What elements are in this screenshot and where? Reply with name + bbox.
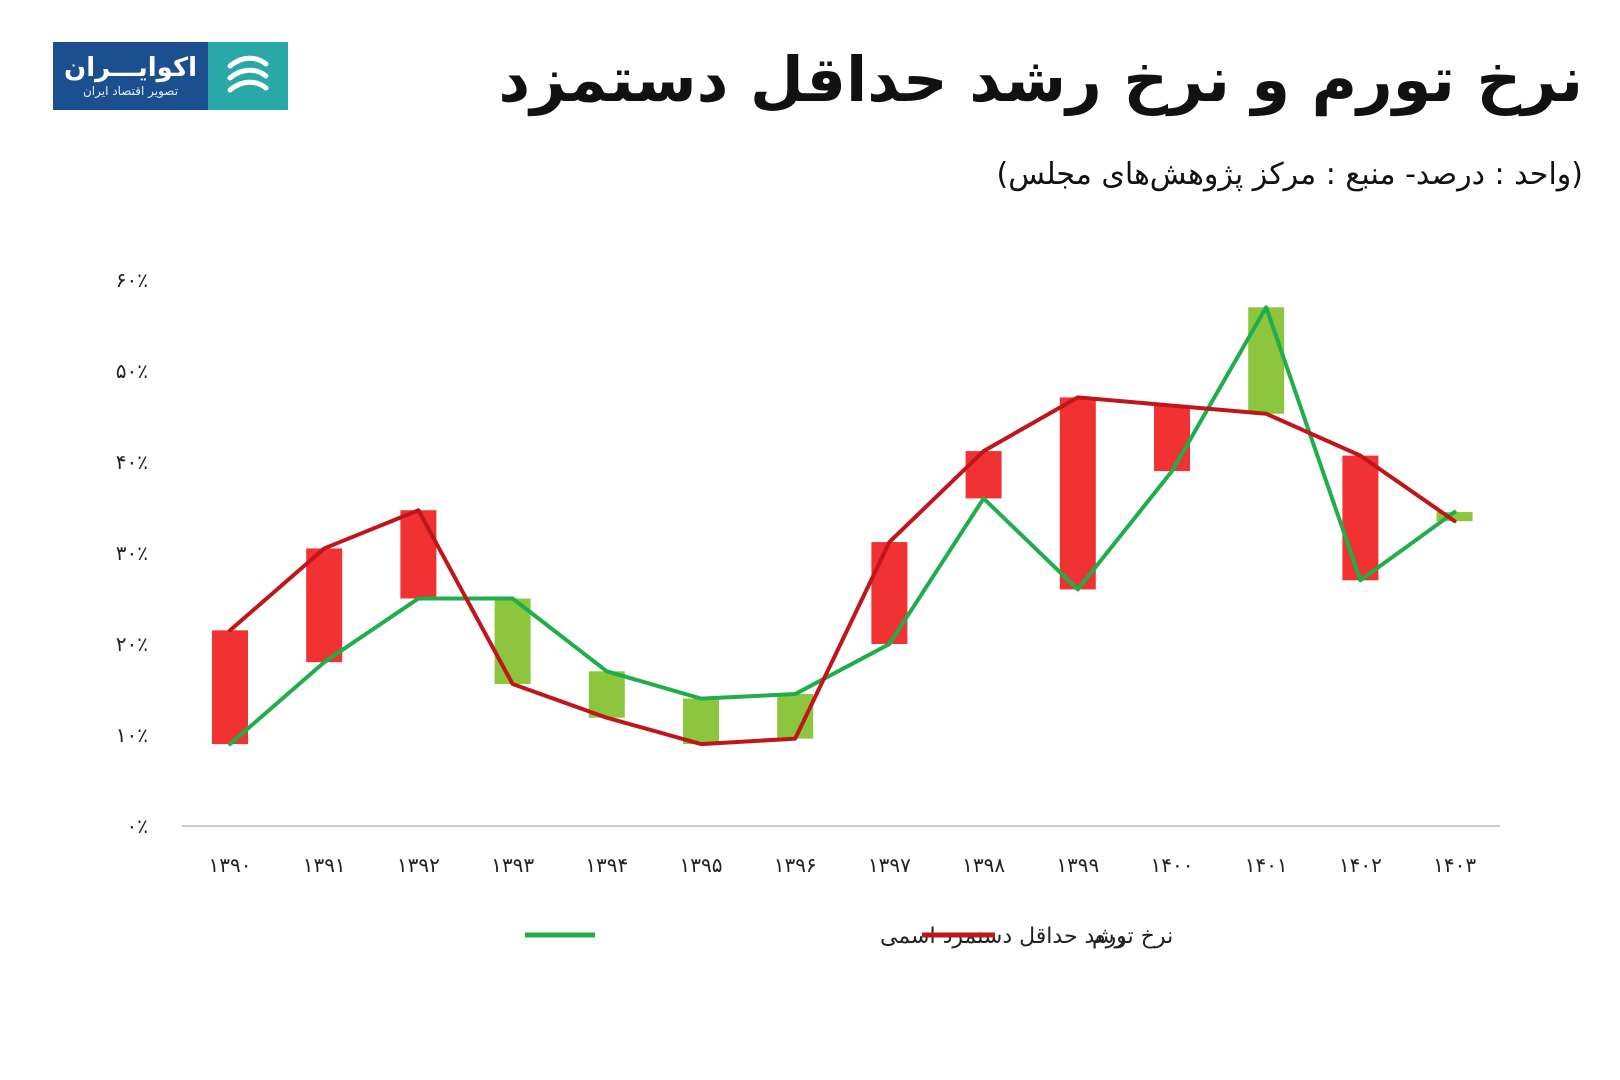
y-tick-label: ۱۰٪ [116, 723, 148, 747]
x-tick-label: ۱۳۹۶ [774, 853, 817, 877]
gap-bar [1342, 455, 1379, 581]
gap-bar [965, 451, 1002, 499]
x-tick-label: ۱۳۹۵ [680, 853, 723, 877]
y-tick-label: ۴۰٪ [116, 450, 148, 474]
y-tick-label: ۵۰٪ [116, 359, 148, 383]
x-tick-label: ۱۴۰۲ [1339, 853, 1382, 877]
x-tick-label: ۱۳۹۱ [303, 853, 346, 877]
gap-bar [871, 542, 908, 644]
y-tick-label: ۲۰٪ [116, 632, 148, 656]
legend-label-wage: رشد حداقل دستمزد اسمی [880, 924, 1125, 949]
x-tick-label: ۱۳۹۷ [868, 853, 911, 877]
x-tick-label: ۱۳۹۳ [491, 853, 534, 877]
gap-bar [494, 598, 531, 685]
x-tick-label: ۱۳۹۴ [585, 853, 628, 877]
series-lines [228, 305, 1457, 747]
page-subtitle: (واحد : درصد- منبع : مرکز پژوهش‌های مجلس… [996, 157, 1584, 192]
gap-bars [212, 307, 1473, 745]
series-line-inflation [228, 395, 1457, 747]
x-tick-label: ۱۳۹۰ [209, 853, 252, 877]
y-tick-label: ۳۰٪ [116, 541, 148, 565]
x-tick-label: ۱۳۹۲ [397, 853, 440, 877]
x-tick-label: ۱۴۰۳ [1433, 853, 1476, 877]
gap-bar [1436, 512, 1473, 522]
y-tick-label: ۶۰٪ [116, 268, 148, 292]
logo-name: اکوایـــران [64, 53, 197, 83]
logo: اکوایـــران تصویر اقتصاد ایران [53, 42, 288, 110]
legend-label-inflation: نرخ تورم [1092, 924, 1173, 949]
gap-bar [588, 671, 625, 718]
y-axis-ticks: ۰٪ ۱۰٪ ۲۰٪ ۳۰٪ ۴۰٪ ۵۰٪ ۶۰٪ [116, 268, 148, 838]
gap-bar [683, 698, 719, 745]
gap-bar [212, 630, 248, 745]
series-line-wage [228, 305, 1457, 747]
logo-text: اکوایـــران تصویر اقتصاد ایران [53, 42, 208, 110]
page-title: نرخ تورم و نرخ رشد حداقل دستمزد [498, 43, 1583, 116]
gap-bar [1154, 405, 1190, 472]
x-tick-label: ۱۳۹۹ [1056, 853, 1099, 877]
ecoiran-logo-icon [208, 42, 288, 110]
logo-tagline: تصویر اقتصاد ایران [82, 84, 179, 98]
y-tick-label: ۰٪ [127, 814, 148, 838]
x-tick-label: ۱۴۰۱ [1245, 853, 1288, 877]
x-axis-ticks: ۱۳۹۰ ۱۳۹۱ ۱۳۹۲ ۱۳۹۳ ۱۳۹۴ ۱۳۹۵ ۱۳۹۶ ۱۳۹۷ ۱۳۹۸ ۱۳۹۹… [209, 853, 1477, 877]
x-tick-label: ۱۴۰۰ [1151, 853, 1194, 877]
x-tick-label: ۱۳۹۸ [962, 853, 1005, 877]
gap-bar [1059, 397, 1096, 590]
gap-bar [1248, 307, 1285, 414]
gap-bar [306, 548, 343, 663]
gap-bar [400, 510, 437, 599]
